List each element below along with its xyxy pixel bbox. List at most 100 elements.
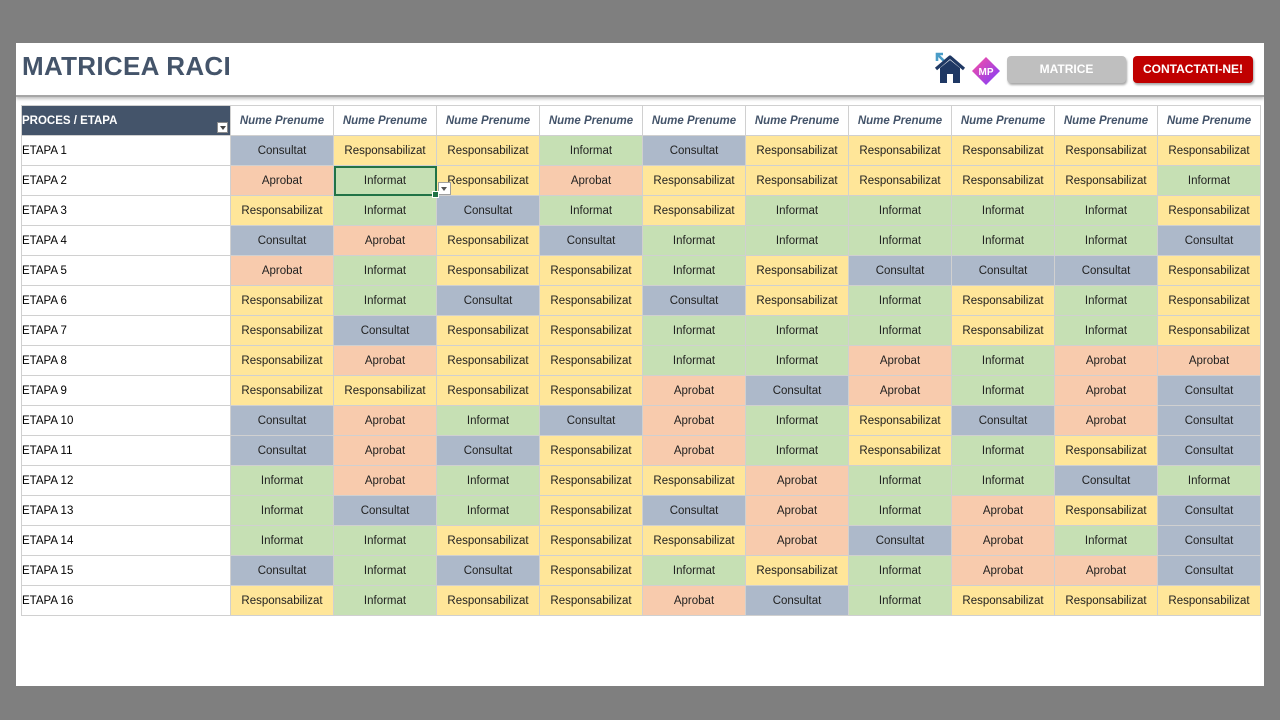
- role-cell[interactable]: Consultat: [539, 405, 643, 436]
- role-cell[interactable]: Aprobat: [333, 345, 437, 376]
- role-cell[interactable]: Responsabilizat: [230, 375, 334, 406]
- role-cell[interactable]: Responsabilizat: [436, 255, 540, 286]
- role-cell[interactable]: Consultat: [745, 375, 849, 406]
- role-cell[interactable]: Informat: [1054, 195, 1158, 226]
- role-cell[interactable]: Consultat: [848, 255, 952, 286]
- role-cell[interactable]: Consultat: [230, 435, 334, 466]
- role-cell[interactable]: Informat: [333, 585, 437, 616]
- filter-dropdown-icon[interactable]: [217, 122, 228, 133]
- role-cell[interactable]: Informat: [333, 195, 437, 226]
- role-cell[interactable]: Responsabilizat: [230, 345, 334, 376]
- stage-label[interactable]: ETAPA 6: [21, 285, 231, 316]
- stage-label[interactable]: ETAPA 10: [21, 405, 231, 436]
- role-cell[interactable]: Responsabilizat: [745, 255, 849, 286]
- role-cell[interactable]: Responsabilizat: [745, 165, 849, 196]
- role-cell[interactable]: Aprobat: [1054, 555, 1158, 586]
- role-cell[interactable]: Informat: [230, 495, 334, 526]
- role-cell[interactable]: Aprobat: [642, 435, 746, 466]
- role-cell[interactable]: Informat: [848, 285, 952, 316]
- role-cell[interactable]: Consultat: [1157, 405, 1261, 436]
- role-cell[interactable]: Consultat: [333, 495, 437, 526]
- role-cell[interactable]: Informat: [436, 465, 540, 496]
- role-cell[interactable]: Responsabilizat: [436, 585, 540, 616]
- role-cell[interactable]: Aprobat: [333, 435, 437, 466]
- role-cell[interactable]: Consultat: [951, 255, 1055, 286]
- role-cell[interactable]: Informat: [333, 255, 437, 286]
- fill-handle[interactable]: [432, 191, 439, 198]
- role-cell[interactable]: Aprobat: [1054, 405, 1158, 436]
- stage-label[interactable]: ETAPA 9: [21, 375, 231, 406]
- selected-role-cell[interactable]: Informat: [333, 165, 451, 198]
- role-cell[interactable]: Responsabilizat: [539, 285, 643, 316]
- role-cell[interactable]: Informat: [642, 225, 746, 256]
- role-cell[interactable]: Consultat: [539, 225, 643, 256]
- role-cell[interactable]: Informat: [333, 555, 437, 586]
- person-header[interactable]: Nume Prenume: [848, 105, 952, 136]
- role-cell[interactable]: Responsabilizat: [333, 135, 437, 166]
- role-cell[interactable]: Responsabilizat: [436, 375, 540, 406]
- person-header[interactable]: Nume Prenume: [539, 105, 643, 136]
- role-cell[interactable]: Responsabilizat: [539, 465, 643, 496]
- role-cell[interactable]: Informat: [848, 225, 952, 256]
- role-cell[interactable]: Informat: [745, 315, 849, 346]
- role-cell[interactable]: Responsabilizat: [436, 315, 540, 346]
- role-cell[interactable]: Consultat: [1157, 495, 1261, 526]
- role-cell[interactable]: Aprobat: [333, 225, 437, 256]
- role-cell[interactable]: Informat: [1054, 285, 1158, 316]
- role-cell[interactable]: Aprobat: [848, 345, 952, 376]
- role-cell[interactable]: Informat: [642, 255, 746, 286]
- role-cell[interactable]: Informat: [436, 405, 540, 436]
- role-cell[interactable]: Responsabilizat: [230, 285, 334, 316]
- role-cell[interactable]: Aprobat: [1054, 345, 1158, 376]
- role-cell[interactable]: Informat: [951, 225, 1055, 256]
- role-cell[interactable]: Responsabilizat: [539, 315, 643, 346]
- role-cell[interactable]: Informat: [848, 555, 952, 586]
- role-cell[interactable]: Informat: [1157, 465, 1261, 496]
- role-cell[interactable]: Responsabilizat: [848, 135, 952, 166]
- person-header[interactable]: Nume Prenume: [745, 105, 849, 136]
- role-cell[interactable]: Consultat: [333, 315, 437, 346]
- role-cell[interactable]: Consultat: [642, 285, 746, 316]
- role-cell[interactable]: Aprobat: [642, 405, 746, 436]
- role-cell[interactable]: Responsabilizat: [230, 315, 334, 346]
- stage-label[interactable]: ETAPA 15: [21, 555, 231, 586]
- role-cell[interactable]: Consultat: [1157, 225, 1261, 256]
- role-cell[interactable]: Consultat: [1157, 525, 1261, 556]
- role-cell[interactable]: Informat: [642, 555, 746, 586]
- role-cell[interactable]: Responsabilizat: [642, 525, 746, 556]
- role-cell[interactable]: Responsabilizat: [436, 525, 540, 556]
- role-cell[interactable]: Aprobat: [1054, 375, 1158, 406]
- role-cell[interactable]: Aprobat: [951, 495, 1055, 526]
- role-cell[interactable]: Consultat: [1054, 465, 1158, 496]
- role-cell[interactable]: Aprobat: [642, 375, 746, 406]
- role-cell[interactable]: Consultat: [436, 435, 540, 466]
- role-cell[interactable]: Aprobat: [333, 465, 437, 496]
- role-cell[interactable]: Responsabilizat: [642, 195, 746, 226]
- role-cell[interactable]: Informat: [745, 345, 849, 376]
- role-cell[interactable]: Aprobat: [745, 525, 849, 556]
- role-cell[interactable]: Responsabilizat: [848, 165, 952, 196]
- person-header[interactable]: Nume Prenume: [333, 105, 437, 136]
- role-cell[interactable]: Responsabilizat: [951, 315, 1055, 346]
- role-cell[interactable]: Responsabilizat: [848, 405, 952, 436]
- role-cell[interactable]: Responsabilizat: [436, 225, 540, 256]
- stage-label[interactable]: ETAPA 14: [21, 525, 231, 556]
- person-header[interactable]: Nume Prenume: [1054, 105, 1158, 136]
- person-header[interactable]: Nume Prenume: [230, 105, 334, 136]
- role-cell[interactable]: Responsabilizat: [745, 285, 849, 316]
- role-cell[interactable]: Aprobat: [333, 405, 437, 436]
- role-cell[interactable]: Responsabilizat: [333, 375, 437, 406]
- mp-logo-icon[interactable]: MP: [971, 56, 1001, 86]
- role-cell[interactable]: Responsabilizat: [539, 345, 643, 376]
- role-cell[interactable]: Responsabilizat: [951, 135, 1055, 166]
- role-cell[interactable]: Informat: [333, 525, 437, 556]
- role-cell[interactable]: Aprobat: [230, 165, 334, 196]
- role-cell[interactable]: Aprobat: [745, 495, 849, 526]
- role-cell[interactable]: Responsabilizat: [436, 135, 540, 166]
- role-cell[interactable]: Responsabilizat: [1157, 585, 1261, 616]
- stage-label[interactable]: ETAPA 7: [21, 315, 231, 346]
- stage-label[interactable]: ETAPA 12: [21, 465, 231, 496]
- role-cell[interactable]: Informat: [1054, 315, 1158, 346]
- role-cell[interactable]: Aprobat: [642, 585, 746, 616]
- role-cell[interactable]: Informat: [642, 345, 746, 376]
